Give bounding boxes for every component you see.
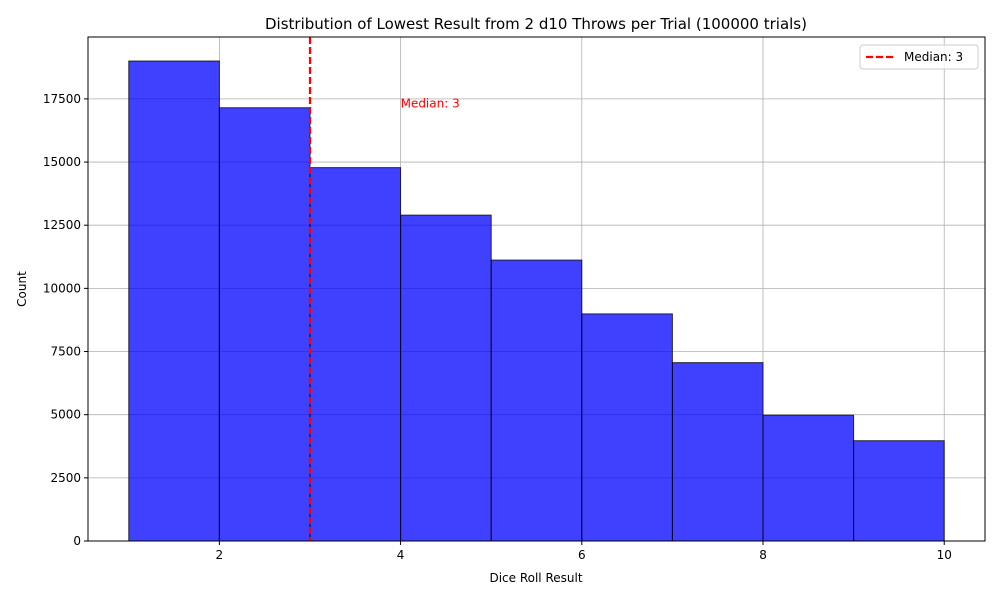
y-tick-label: 7500 (50, 345, 81, 359)
y-axis-ticks: 0 2500 5000 7500 10000 12500 15000 17500 (43, 92, 88, 548)
chart-legend: Median: 3 (859, 44, 979, 70)
histogram-bar (400, 214, 492, 542)
y-tick-label: 2500 (50, 471, 81, 485)
median-marker: Median: 3 (308, 37, 460, 541)
histogram-bar (853, 440, 945, 542)
x-axis-ticks: 2 4 6 8 10 (216, 541, 952, 562)
y-tick-label: 10000 (43, 281, 81, 295)
median-annotation: Median: 3 (401, 97, 460, 111)
histogram-bar (128, 60, 220, 542)
x-tick-label: 2 (216, 548, 224, 562)
y-axis-title: Count (15, 271, 29, 307)
legend-label-median: Median: 3 (904, 50, 963, 64)
histogram-bar (762, 414, 855, 542)
histogram-bar (581, 313, 673, 542)
legend-box (859, 44, 979, 70)
y-tick-label: 17500 (43, 92, 81, 106)
histogram-bar (490, 259, 583, 542)
x-tick-label: 4 (397, 548, 405, 562)
chart-title: Distribution of Lowest Result from 2 d10… (265, 15, 807, 33)
x-tick-label: 10 (937, 548, 952, 562)
histogram-bar (671, 362, 764, 542)
histogram-bar (218, 107, 311, 542)
x-tick-label: 8 (759, 548, 767, 562)
y-tick-label: 15000 (43, 155, 81, 169)
histogram-bars (128, 60, 945, 542)
y-tick-label: 0 (73, 534, 81, 548)
y-tick-label: 12500 (43, 218, 81, 232)
x-tick-label: 6 (578, 548, 586, 562)
y-tick-label: 5000 (50, 408, 81, 422)
plot-frame (87, 36, 986, 542)
x-axis-title: Dice Roll Result (489, 571, 582, 585)
histogram-bar (309, 167, 402, 542)
